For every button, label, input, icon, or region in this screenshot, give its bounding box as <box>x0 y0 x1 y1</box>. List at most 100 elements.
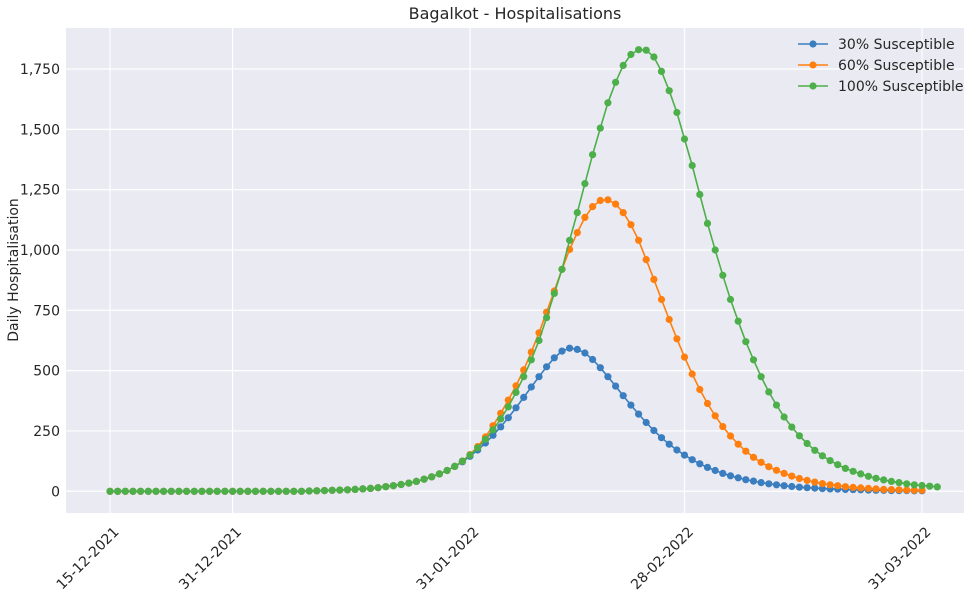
data-point <box>635 410 643 418</box>
data-point <box>834 461 842 469</box>
data-point <box>596 364 604 372</box>
data-point <box>627 401 635 409</box>
data-point <box>612 200 620 208</box>
data-point <box>359 485 367 493</box>
data-point <box>612 78 620 86</box>
legend: 30% Susceptible 60% Susceptible 100% Susce… <box>798 37 964 95</box>
data-point <box>680 451 689 459</box>
data-point <box>788 423 796 431</box>
data-point <box>864 484 873 492</box>
data-point <box>167 487 175 495</box>
series <box>106 46 941 495</box>
x-tick-label: 31-01-2022 <box>414 524 483 591</box>
data-point <box>274 487 283 495</box>
data-point <box>880 485 888 493</box>
data-point <box>765 463 773 471</box>
data-point <box>566 236 574 244</box>
data-point <box>872 474 880 482</box>
data-point <box>106 487 114 495</box>
grid <box>66 28 964 513</box>
data-point <box>612 382 620 390</box>
chart-title: Bagalkot - Hospitalisations <box>409 4 622 23</box>
data-point <box>734 440 742 448</box>
data-point <box>719 271 727 279</box>
legend-item: 30% Susceptible <box>798 37 955 53</box>
data-point <box>696 460 704 468</box>
data-point <box>520 393 528 401</box>
data-point <box>466 451 474 459</box>
data-point <box>229 487 237 495</box>
data-point <box>680 135 689 143</box>
data-point <box>788 472 796 480</box>
data-point <box>803 439 811 448</box>
data-point <box>818 480 827 488</box>
data-point <box>780 413 788 421</box>
data-point <box>405 479 413 487</box>
data-point <box>772 401 781 409</box>
data-point <box>635 46 643 54</box>
data-point <box>190 487 198 495</box>
data-point <box>604 99 612 107</box>
data-point <box>619 209 627 217</box>
data-point <box>757 458 765 466</box>
data-point <box>903 480 911 488</box>
data-point <box>497 423 505 431</box>
data-point <box>573 229 581 237</box>
data-point <box>772 481 781 489</box>
data-point <box>474 444 482 452</box>
data-point <box>803 476 811 484</box>
data-point <box>772 466 781 474</box>
data-point <box>121 487 129 495</box>
data-point <box>742 447 750 455</box>
data-point <box>910 486 918 494</box>
data-point <box>137 487 145 495</box>
data-point <box>589 151 597 159</box>
data-point <box>244 487 252 495</box>
data-point <box>221 487 229 495</box>
data-point <box>160 487 168 495</box>
data-point <box>619 61 627 69</box>
data-point <box>589 203 597 211</box>
data-point <box>696 190 704 199</box>
data-point <box>887 477 896 485</box>
data-point <box>688 456 696 464</box>
data-point <box>841 483 850 491</box>
data-point <box>857 470 865 478</box>
y-axis-ticks: 0 250 500 750 1,000 1,250 1,500 1,750 <box>20 62 60 500</box>
data-point <box>826 481 834 489</box>
data-point <box>673 108 681 117</box>
data-point <box>749 477 758 485</box>
data-point <box>328 486 336 494</box>
data-point <box>734 474 742 482</box>
data-point <box>305 487 313 495</box>
data-point <box>627 50 635 59</box>
data-point <box>320 487 329 495</box>
data-point <box>198 487 206 495</box>
data-point <box>795 474 804 483</box>
legend-label: 30% Susceptible <box>838 37 955 53</box>
data-point <box>581 180 589 188</box>
data-point <box>535 336 543 345</box>
data-point <box>642 46 650 54</box>
data-point <box>657 295 666 304</box>
data-point <box>834 482 842 490</box>
data-point <box>558 347 566 355</box>
legend-marker <box>809 82 817 90</box>
data-point <box>711 246 719 254</box>
y-tick-label: 1,250 <box>20 183 60 199</box>
data-point <box>933 483 941 491</box>
data-point <box>573 209 581 217</box>
data-point <box>527 383 535 391</box>
data-point <box>619 392 627 400</box>
data-point <box>742 476 750 484</box>
data-point <box>596 196 604 205</box>
data-point <box>213 487 221 495</box>
data-point <box>765 388 773 396</box>
data-point <box>573 345 581 353</box>
data-point <box>841 464 850 472</box>
data-point <box>527 356 535 364</box>
data-point <box>719 423 727 431</box>
data-point <box>757 479 765 487</box>
data-point <box>481 435 489 443</box>
data-point <box>635 236 643 244</box>
